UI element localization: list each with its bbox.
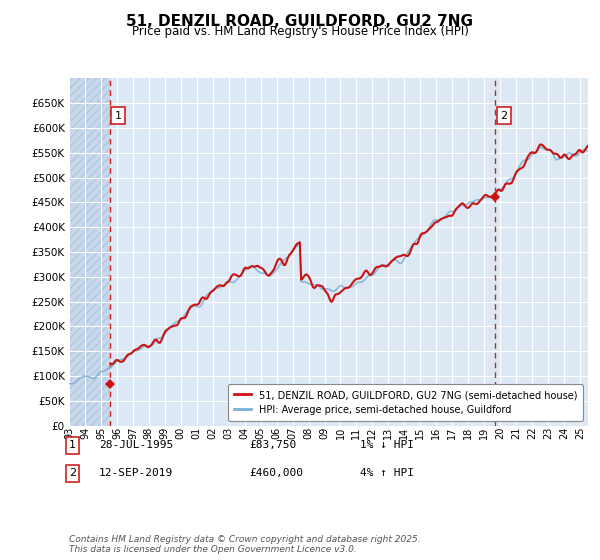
Bar [69, 78, 110, 426]
Text: 28-JUL-1995: 28-JUL-1995 [99, 440, 173, 450]
Text: 1: 1 [69, 440, 76, 450]
Text: 2: 2 [500, 111, 507, 120]
Text: 1: 1 [115, 111, 122, 120]
Text: 1% ↓ HPI: 1% ↓ HPI [360, 440, 414, 450]
Text: Price paid vs. HM Land Registry's House Price Index (HPI): Price paid vs. HM Land Registry's House … [131, 25, 469, 38]
Text: Contains HM Land Registry data © Crown copyright and database right 2025.
This d: Contains HM Land Registry data © Crown c… [69, 535, 421, 554]
Text: 4% ↑ HPI: 4% ↑ HPI [360, 468, 414, 478]
Text: 51, DENZIL ROAD, GUILDFORD, GU2 7NG: 51, DENZIL ROAD, GUILDFORD, GU2 7NG [127, 14, 473, 29]
Legend: 51, DENZIL ROAD, GUILDFORD, GU2 7NG (semi-detached house), HPI: Average price, s: 51, DENZIL ROAD, GUILDFORD, GU2 7NG (sem… [227, 384, 583, 421]
Text: £460,000: £460,000 [249, 468, 303, 478]
Text: 2: 2 [69, 468, 76, 478]
Text: 12-SEP-2019: 12-SEP-2019 [99, 468, 173, 478]
Text: £83,750: £83,750 [249, 440, 296, 450]
